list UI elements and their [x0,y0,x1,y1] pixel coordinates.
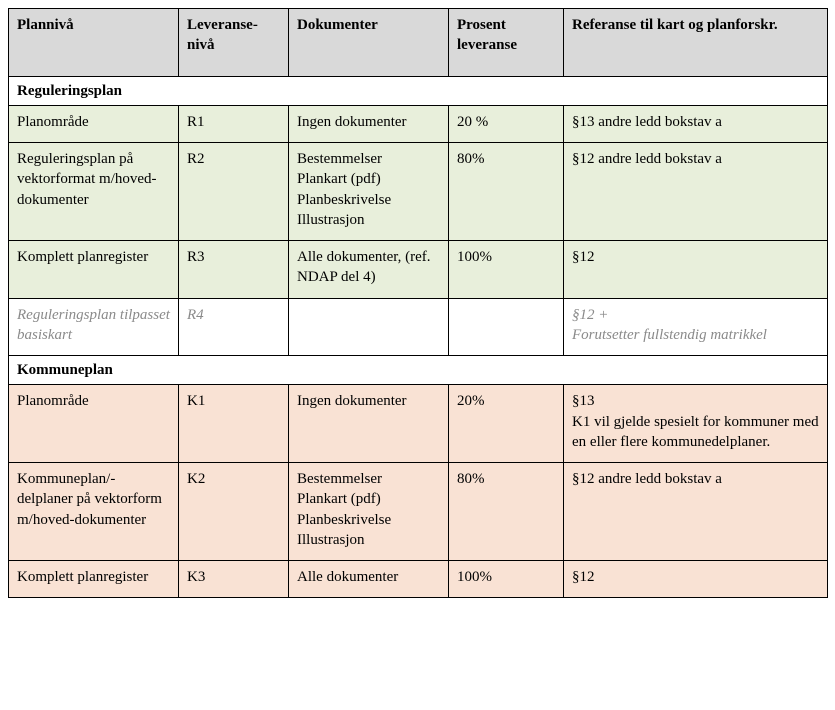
cell-lev: K3 [179,561,289,598]
cell-lev: R4 [179,298,289,356]
plan-levels-table: Plannivå Leveranse- nivå Dokumenter Pros… [8,8,828,598]
cell-lev: R3 [179,241,289,299]
cell-dok: Ingen dokumenter [289,385,449,463]
cell-plannivaa: Planområde [9,105,179,142]
cell-lev: K2 [179,463,289,561]
cell-prosent: 100% [449,241,564,299]
table-row-future: Reguleringsplan tilpasset basiskart R4 §… [9,298,828,356]
cell-lev: R2 [179,143,289,241]
cell-dok: Alle dokumenter, (ref. NDAP del 4) [289,241,449,299]
table-row: Komplett planregister K3 Alle dokumenter… [9,561,828,598]
cell-ref: §13 K1 vil gjelde spesielt for kommuner … [564,385,828,463]
col-dokumenter: Dokumenter [289,9,449,77]
cell-ref: §13 andre ledd bokstav a [564,105,828,142]
cell-ref: §12 andre ledd bokstav a [564,463,828,561]
cell-plannivaa: Kommuneplan/-delplaner på vektorform m/h… [9,463,179,561]
cell-ref: §12 [564,241,828,299]
cell-dok: Ingen dokumenter [289,105,449,142]
cell-lev: R1 [179,105,289,142]
col-prosent: Prosent leveranse [449,9,564,77]
cell-prosent: 100% [449,561,564,598]
cell-dok: Bestemmelser Plankart (pdf) Planbeskrive… [289,143,449,241]
cell-prosent: 80% [449,463,564,561]
cell-dok [289,298,449,356]
section-kommuneplan: Kommuneplan [9,356,828,385]
cell-lev: K1 [179,385,289,463]
table-header-row: Plannivå Leveranse- nivå Dokumenter Pros… [9,9,828,77]
section-label: Reguleringsplan [9,76,828,105]
table-row: Planområde R1 Ingen dokumenter 20 % §13 … [9,105,828,142]
table-row: Reguleringsplan på vektorformat m/hoved-… [9,143,828,241]
section-reguleringsplan: Reguleringsplan [9,76,828,105]
cell-plannivaa: Reguleringsplan på vektorformat m/hoved-… [9,143,179,241]
cell-prosent: 80% [449,143,564,241]
col-leveransenivaa: Leveranse- nivå [179,9,289,77]
cell-prosent: 20% [449,385,564,463]
cell-ref: §12 + Forutsetter fullstendig matrikkel [564,298,828,356]
table-row: Planområde K1 Ingen dokumenter 20% §13 K… [9,385,828,463]
cell-plannivaa: Komplett planregister [9,241,179,299]
section-label: Kommuneplan [9,356,828,385]
cell-plannivaa: Planområde [9,385,179,463]
cell-ref: §12 [564,561,828,598]
col-referanse: Referanse til kart og planforskr. [564,9,828,77]
cell-plannivaa: Reguleringsplan tilpasset basiskart [9,298,179,356]
cell-ref: §12 andre ledd bokstav a [564,143,828,241]
col-plannivaa: Plannivå [9,9,179,77]
cell-plannivaa: Komplett planregister [9,561,179,598]
table-row: Komplett planregister R3 Alle dokumenter… [9,241,828,299]
cell-prosent: 20 % [449,105,564,142]
cell-prosent [449,298,564,356]
cell-dok: Bestemmelser Plankart (pdf) Planbeskrive… [289,463,449,561]
cell-dok: Alle dokumenter [289,561,449,598]
table-row: Kommuneplan/-delplaner på vektorform m/h… [9,463,828,561]
